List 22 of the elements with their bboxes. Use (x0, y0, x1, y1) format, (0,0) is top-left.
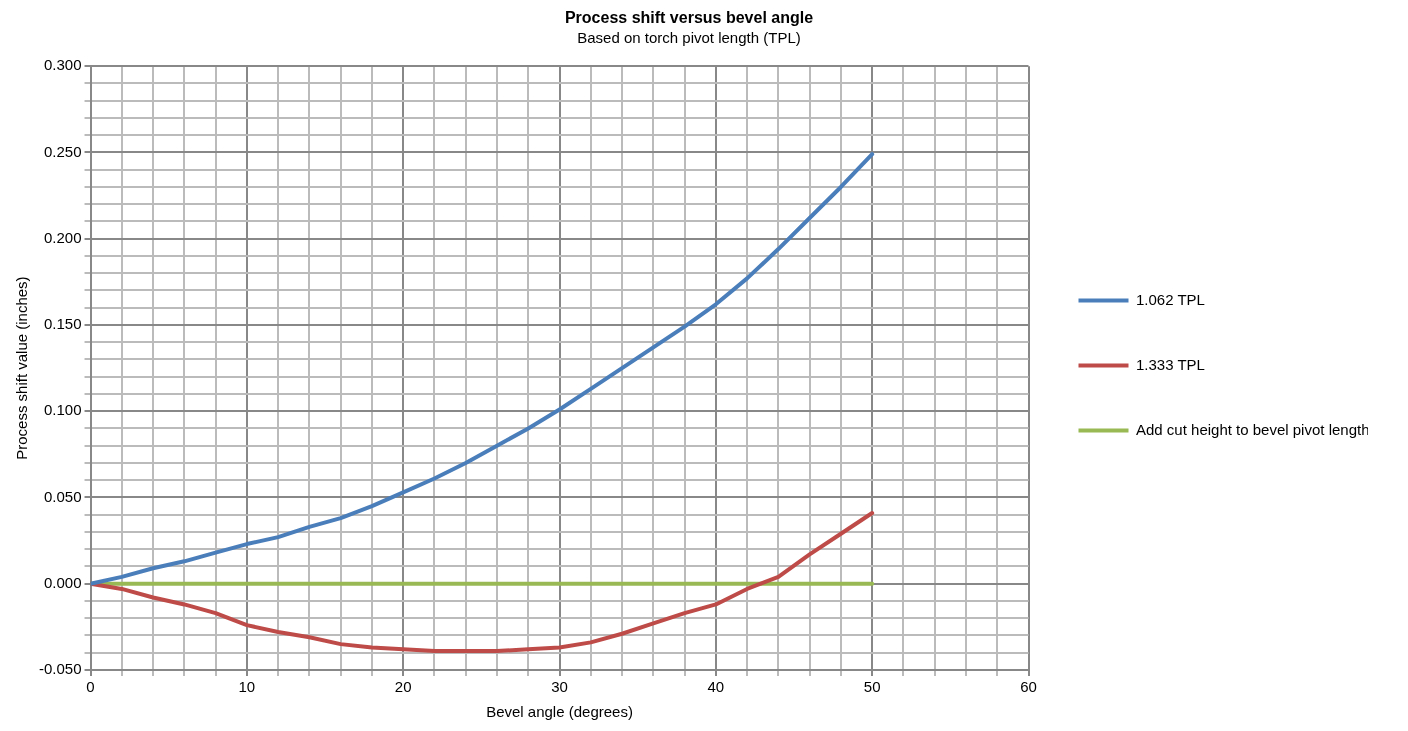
legend-label: 1.062 TPL (1136, 290, 1205, 308)
y-axis-title: Process shift value (inches) (13, 276, 31, 460)
x-tick-label: 10 (238, 678, 256, 696)
x-tick-label: 50 (863, 678, 881, 696)
y-tick-label: 0.300 (43, 56, 82, 74)
x-tick-label: 60 (1020, 678, 1037, 696)
legend-label: Add cut height to bevel pivot length (1136, 420, 1370, 438)
x-tick-label: 20 (394, 678, 412, 696)
chart-subtitle: Based on torch pivot length (TPL) (577, 29, 801, 47)
y-tick-label: 0.200 (43, 228, 82, 246)
x-tick-label: 40 (707, 678, 725, 696)
y-tick-label: 0.250 (43, 142, 82, 160)
x-axis-title: Bevel angle (degrees) (486, 703, 633, 721)
y-tick-label: 0.150 (43, 315, 82, 333)
y-tick-label: 0.050 (43, 487, 82, 505)
x-tick-label: 0 (86, 678, 95, 696)
legend-label: 1.333 TPL (1136, 355, 1205, 373)
y-tick-label: 0.100 (43, 401, 82, 419)
x-tick-label: 30 (551, 678, 568, 696)
chart-title: Process shift versus bevel angle (564, 9, 814, 27)
y-tick-label: 0.000 (43, 573, 82, 591)
y-tick-label: -0.050 (38, 660, 82, 678)
